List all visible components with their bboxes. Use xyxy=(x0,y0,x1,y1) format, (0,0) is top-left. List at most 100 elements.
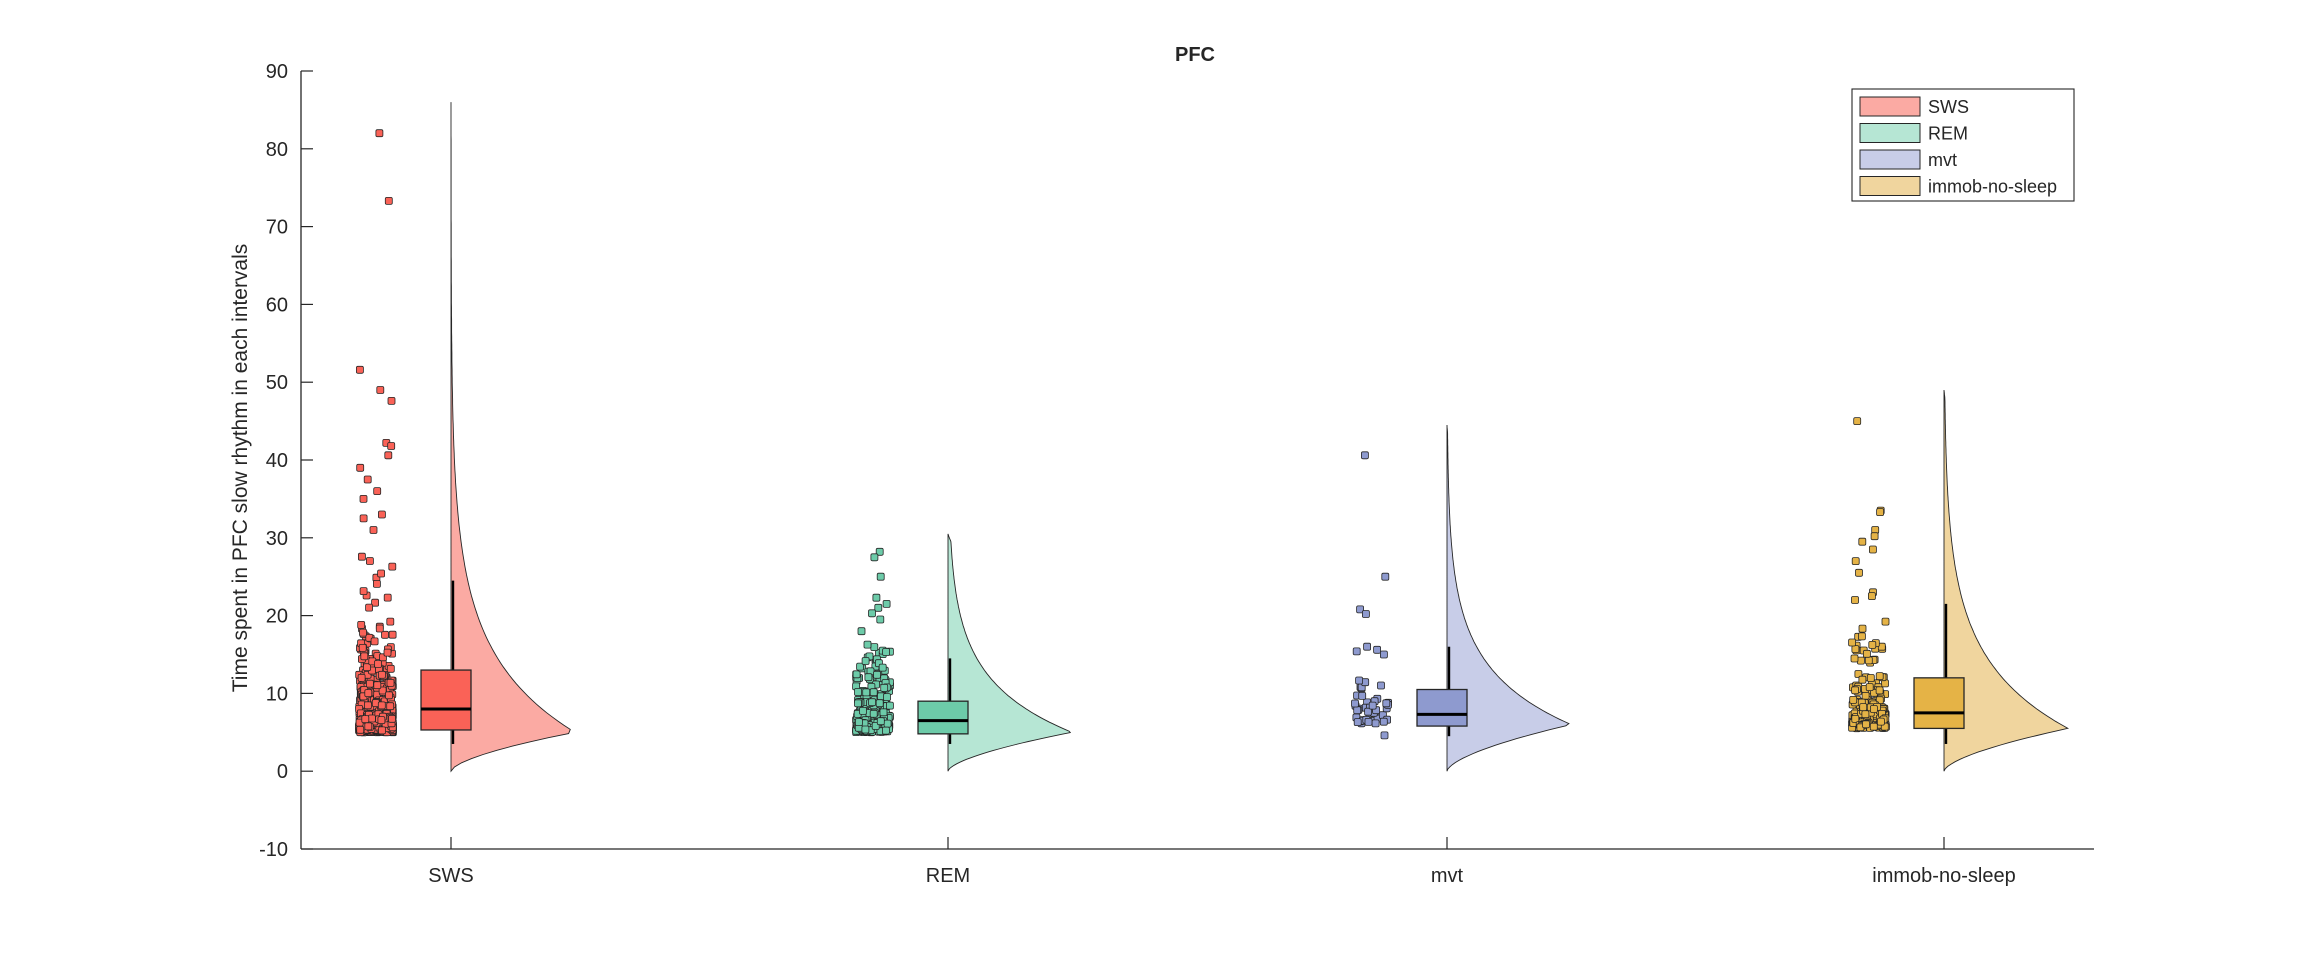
data-point xyxy=(1353,706,1362,715)
data-point xyxy=(1851,557,1860,565)
data-point xyxy=(357,621,366,629)
data-point xyxy=(386,664,395,673)
data-point xyxy=(855,718,863,726)
data-point xyxy=(854,688,862,696)
data-point xyxy=(875,547,884,556)
data-point xyxy=(358,644,367,652)
data-point xyxy=(364,689,373,697)
data-point xyxy=(1868,592,1876,600)
data-point xyxy=(1368,701,1377,710)
data-point xyxy=(869,709,878,718)
data-point xyxy=(356,725,365,734)
box-REM xyxy=(917,700,969,735)
data-point xyxy=(870,643,879,651)
series-mvt xyxy=(1351,424,1570,772)
data-point xyxy=(359,494,368,503)
data-point xyxy=(886,701,894,710)
data-point xyxy=(387,396,396,405)
chart-title: PFC xyxy=(1175,44,1215,66)
data-point xyxy=(360,652,369,661)
data-point xyxy=(381,630,389,639)
data-point xyxy=(1355,676,1363,685)
data-point xyxy=(363,701,372,710)
data-point xyxy=(1858,675,1867,684)
data-point xyxy=(870,553,879,562)
data-point xyxy=(365,679,374,688)
data-point xyxy=(878,663,887,672)
data-point xyxy=(861,725,870,734)
plot-area: -10 0 10 20 30 40 50 60 70 80 90 SWS REM mvt immob-no-… xyxy=(259,61,2094,887)
data-point xyxy=(1875,672,1884,680)
data-point xyxy=(868,609,876,618)
legend: SWS REM mvt immob-no-sleep xyxy=(1851,88,2075,202)
data-point xyxy=(378,726,386,735)
data-point xyxy=(857,627,866,636)
data-point xyxy=(876,717,885,726)
y-tick-label: 0 xyxy=(277,761,288,783)
data-point xyxy=(385,691,393,700)
y-tick-label: 20 xyxy=(266,606,288,628)
data-point xyxy=(1859,703,1868,711)
y-tick-label: 90 xyxy=(266,61,288,83)
legend-swatch xyxy=(1859,176,1921,196)
box-SWS xyxy=(420,669,472,731)
data-point xyxy=(868,698,876,707)
data-point xyxy=(1351,699,1359,708)
data-point xyxy=(1858,632,1866,641)
x-tick-label: SWS xyxy=(428,865,474,887)
data-point xyxy=(1862,720,1870,729)
data-point xyxy=(377,701,386,710)
data-point xyxy=(1851,686,1859,695)
legend-label: mvt xyxy=(1928,150,1957,170)
data-point xyxy=(375,624,384,633)
x-tick-label: immob-no-sleep xyxy=(1872,865,2015,887)
data-point xyxy=(1865,683,1874,691)
legend-label: SWS xyxy=(1928,97,1969,117)
data-point xyxy=(383,593,392,602)
legend-label: REM xyxy=(1928,124,1968,144)
y-tick-label: 40 xyxy=(266,450,288,472)
data-point xyxy=(377,510,386,519)
data-point xyxy=(854,699,862,708)
y-tick-label: 80 xyxy=(266,139,288,161)
data-point xyxy=(852,670,861,679)
data-point xyxy=(875,699,884,708)
data-point xyxy=(377,716,386,724)
data-point xyxy=(1868,641,1877,649)
data-point xyxy=(1361,451,1369,460)
data-point xyxy=(882,726,890,735)
series-immob-no-sleep xyxy=(1848,389,2070,772)
data-point xyxy=(1855,568,1863,577)
data-point xyxy=(1857,656,1865,665)
data-point xyxy=(387,442,396,450)
data-point xyxy=(388,630,397,639)
data-point xyxy=(872,593,881,602)
data-point xyxy=(1853,417,1862,426)
data-point xyxy=(376,386,385,394)
data-point xyxy=(1858,537,1867,546)
data-point xyxy=(1851,596,1859,604)
data-point xyxy=(1849,696,1858,704)
data-point xyxy=(357,674,366,682)
data-point xyxy=(1864,656,1873,665)
data-point xyxy=(1381,572,1390,581)
data-point xyxy=(874,603,883,612)
data-point xyxy=(863,640,872,649)
data-point xyxy=(1371,719,1380,728)
data-point xyxy=(388,562,397,571)
data-point xyxy=(869,688,878,697)
data-point xyxy=(355,365,364,374)
data-point xyxy=(1364,707,1372,716)
y-tick-label: -10 xyxy=(259,839,288,861)
data-point xyxy=(1851,645,1860,653)
data-point xyxy=(386,702,395,711)
data-point xyxy=(369,526,378,534)
data-point xyxy=(374,660,382,668)
data-point xyxy=(1352,647,1361,656)
data-point xyxy=(1870,705,1878,713)
y-tick-label: 50 xyxy=(266,372,288,394)
data-point xyxy=(371,598,380,607)
data-point xyxy=(361,715,370,723)
legend-swatch xyxy=(1859,149,1921,170)
data-point xyxy=(356,463,365,472)
